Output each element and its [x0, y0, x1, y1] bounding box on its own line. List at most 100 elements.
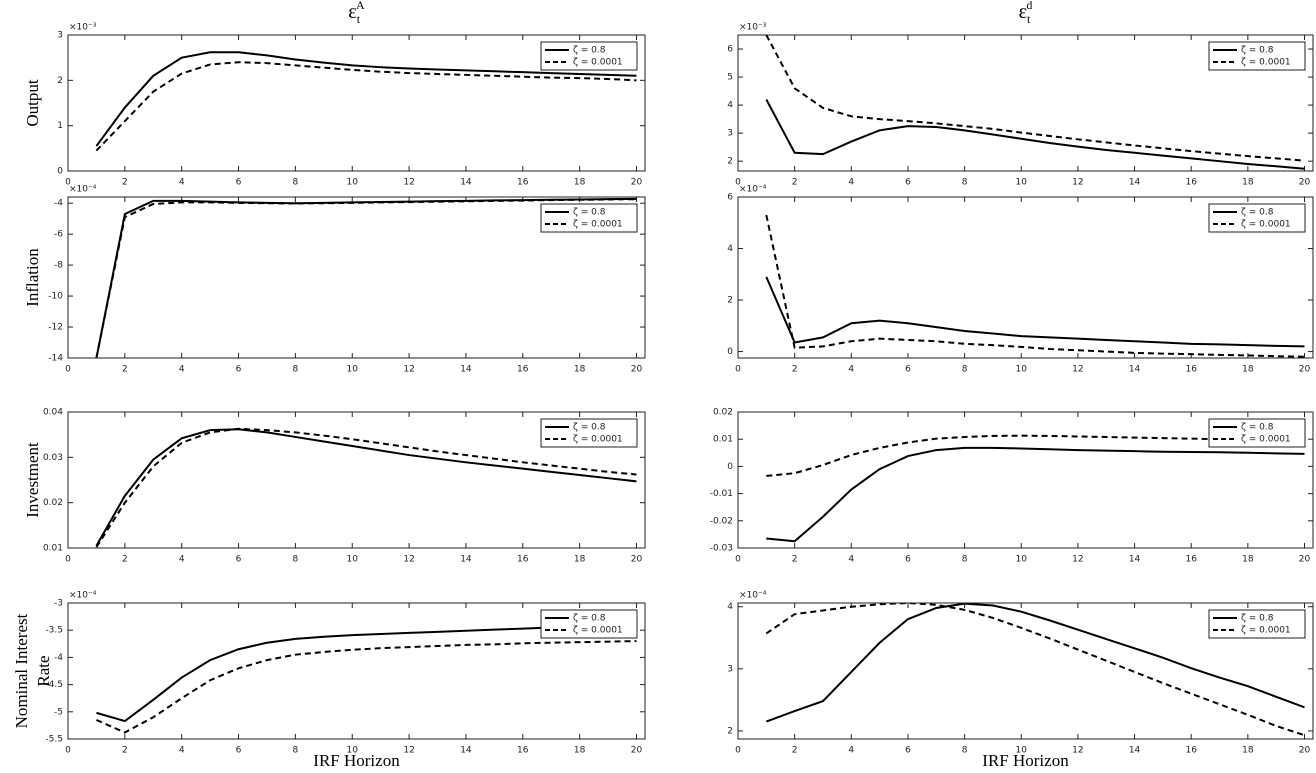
axes-frame: [67, 196, 646, 359]
legend-label: ζ = 0.8: [1241, 614, 1274, 624]
y-axis-label: Rate: [34, 655, 53, 686]
x-axis-label: IRF Horizon: [982, 751, 1069, 770]
x-tick-label: 16: [517, 365, 529, 375]
legend: ζ = 0.8 ζ = 0.0001: [540, 609, 638, 639]
legend-label: ζ = 0.0001: [573, 626, 623, 636]
x-tick-label: 10: [1016, 178, 1028, 188]
legend-box: [1208, 418, 1306, 448]
y-tick-label: 0.01: [43, 544, 63, 554]
x-tick-label: 10: [347, 178, 359, 188]
y-tick-label: 6: [727, 193, 733, 203]
y-tick-label: 3: [57, 31, 63, 41]
x-tick-label: 0: [65, 555, 71, 565]
series-line: [95, 61, 637, 152]
y-axis-label: Investment: [23, 442, 42, 518]
x-tick-label: 0: [735, 178, 741, 188]
legend-label: ζ = 0.8: [573, 208, 606, 218]
axis-scale-label: ×10⁻⁴: [739, 591, 767, 601]
y-axis-label: Nominal Interest: [12, 613, 31, 728]
y-tick-label: -4: [54, 653, 63, 663]
legend-label: ζ = 0.8: [573, 46, 606, 56]
x-tick-label: 12: [403, 555, 414, 565]
legend-label: ζ = 0.0001: [1241, 220, 1291, 230]
x-tick-label: 2: [792, 365, 798, 375]
x-tick-label: 4: [179, 555, 185, 565]
axes-frame: [737, 602, 1314, 740]
y-tick-label: -5: [54, 707, 63, 717]
panel: 0 2 4 6 8 10 12 14 16 18 20 0.01 0.02 0.03 0.04 ζ = 0.8…: [23, 408, 646, 565]
title-sup: d: [1026, 0, 1032, 12]
series-line: [96, 640, 637, 734]
x-tick-label: 14: [1129, 746, 1141, 756]
x-tick-label: 12: [1072, 746, 1083, 756]
y-tick-label: 2: [727, 157, 733, 167]
x-tick-label: 0: [65, 178, 71, 188]
legend-box: [1208, 203, 1306, 233]
x-tick-label: 10: [1016, 746, 1028, 756]
y-tick-label: 1: [57, 121, 63, 131]
x-tick-label: 14: [460, 178, 472, 188]
series-line: [765, 603, 1305, 723]
y-tick-label: -14: [48, 354, 63, 364]
panel: 0 2 4 6 8 10 12 14 16 18 20 -5.5 -5 -4.5 -4 -3.5 -3 ×10⁻⁴…: [12, 591, 646, 770]
title-sup: A: [356, 0, 365, 12]
y-tick-label: -6: [54, 230, 63, 240]
legend: ζ = 0.8 ζ = 0.0001: [540, 203, 638, 233]
x-tick-label: 6: [236, 746, 242, 756]
x-tick-label: 4: [848, 178, 854, 188]
legend-label: ζ = 0.8: [1241, 423, 1274, 433]
x-tick-label: 8: [962, 365, 968, 375]
x-tick-label: 14: [460, 555, 472, 565]
x-tick-label: 2: [122, 365, 128, 375]
y-tick-label: 4: [727, 602, 733, 612]
legend-label: ζ = 0.8: [573, 423, 606, 433]
y-tick-label: 0.02: [713, 408, 733, 418]
y-axis-label: Inflation: [23, 248, 42, 307]
y-tick-label: -0.01: [710, 489, 733, 499]
legend: ζ = 0.8 ζ = 0.0001: [540, 41, 638, 71]
x-tick-label: 10: [347, 746, 359, 756]
x-tick-label: 8: [962, 746, 968, 756]
x-tick-label: 16: [517, 555, 529, 565]
legend-label: ζ = 0.0001: [1241, 626, 1291, 636]
x-tick-label: 16: [1185, 178, 1197, 188]
x-tick-label: 2: [122, 555, 128, 565]
x-tick-label: 6: [905, 746, 911, 756]
axes-frame: [67, 34, 646, 172]
x-tick-label: 0: [65, 746, 71, 756]
x-tick-label: 0: [65, 365, 71, 375]
x-tick-label: 16: [517, 178, 529, 188]
chart-title: εtA: [348, 0, 365, 26]
y-tick-label: 4: [727, 244, 733, 254]
legend-label: ζ = 0.8: [1241, 208, 1274, 218]
x-tick-label: 8: [962, 178, 968, 188]
legend-label: ζ = 0.0001: [1241, 58, 1291, 68]
y-tick-label: 0.04: [43, 408, 63, 418]
axes-frame: [737, 196, 1314, 359]
series-line: [95, 427, 637, 548]
x-tick-label: 8: [293, 555, 299, 565]
y-tick-label: 6: [727, 45, 733, 55]
series-line: [95, 51, 637, 147]
y-tick-label: 0: [727, 347, 733, 357]
y-tick-label: -0.02: [710, 516, 733, 526]
legend-box: [540, 609, 638, 639]
series-line: [765, 99, 1305, 170]
x-tick-label: 12: [403, 365, 414, 375]
axis-scale-label: ×10⁻³: [69, 23, 97, 33]
legend-box: [1208, 41, 1306, 71]
y-tick-label: 4: [727, 101, 733, 111]
x-axis-label: IRF Horizon: [313, 751, 400, 770]
title-sub: t: [1027, 12, 1031, 26]
x-tick-label: 6: [905, 555, 911, 565]
panel: 0 2 4 6 8 10 12 14 16 18 20 0 2 4 6 ×10⁻⁴ ζ = 0.8 ζ = 0.0…: [727, 185, 1314, 375]
x-tick-label: 0: [735, 555, 741, 565]
axes-frame: [67, 602, 646, 740]
y-tick-label: 2: [57, 76, 63, 86]
axes-frame: [737, 411, 1314, 549]
y-tick-label: 0: [57, 167, 63, 177]
x-tick-label: 10: [1016, 365, 1028, 375]
x-tick-label: 0: [735, 365, 741, 375]
x-tick-label: 4: [848, 746, 854, 756]
